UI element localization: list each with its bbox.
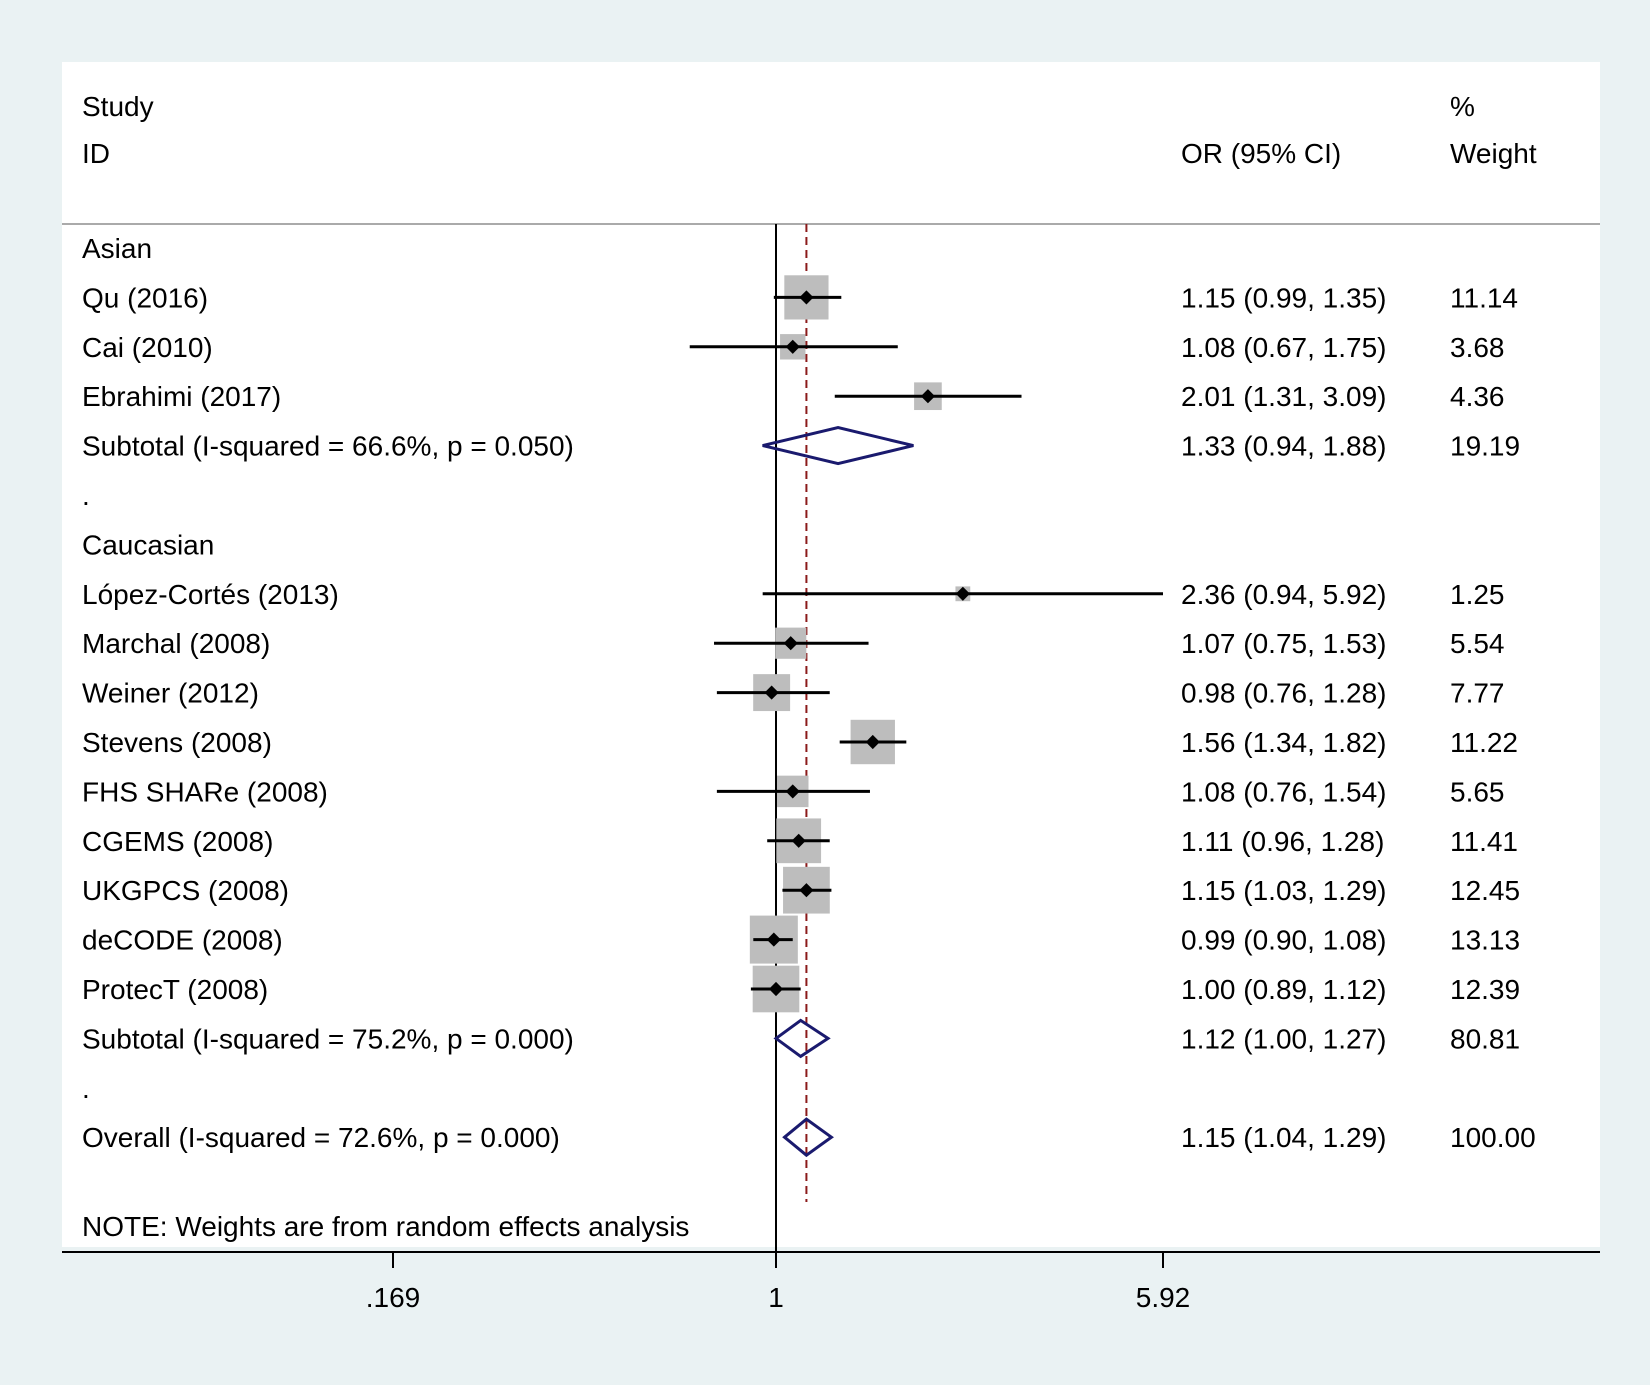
- row-ci: 1.15 (0.99, 1.35): [1181, 282, 1386, 313]
- row-study: UKGPCS (2008) 1.15 (1.03, 1.29) 12.45: [82, 875, 1520, 906]
- row-weight: 11.41: [1450, 826, 1518, 857]
- row-ci: 1.08 (0.76, 1.54): [1181, 776, 1386, 807]
- row-study: López-Cortés (2013) 2.36 (0.94, 5.92) 1.25: [82, 579, 1505, 610]
- plot-panel: Study ID OR (95% CI) % Weight Asian Qu (2…: [62, 62, 1600, 1313]
- row-study: ProtecT (2008) 1.00 (0.89, 1.12) 12.39: [82, 974, 1520, 1005]
- x-axis: .169 1 5.92: [62, 1251, 1600, 1313]
- point-estimate: [764, 685, 779, 700]
- header-study: Study: [82, 91, 154, 122]
- header-id: ID: [82, 138, 110, 169]
- row-study: Qu (2016) 1.15 (0.99, 1.35) 11.14: [82, 282, 1518, 313]
- row-weight: 100.00: [1450, 1122, 1536, 1153]
- row-weight: 1.25: [1450, 579, 1505, 610]
- row-ci: 2.36 (0.94, 5.92): [1181, 579, 1386, 610]
- row-study: Stevens (2008) 1.56 (1.34, 1.82) 11.22: [82, 727, 1518, 758]
- row-study: Cai (2010) 1.08 (0.67, 1.75) 3.68: [82, 332, 1505, 363]
- row-ci: 1.56 (1.34, 1.82): [1181, 727, 1386, 758]
- marks: [689, 224, 1163, 1252]
- rows: Asian Qu (2016) 1.15 (0.99, 1.35) 11.14 Cai …: [82, 233, 1536, 1153]
- point-estimate: [766, 932, 781, 947]
- point-estimate: [865, 734, 880, 750]
- row-ci: 1.33 (0.94, 1.88): [1181, 431, 1386, 462]
- note: NOTE: Weights are from random effects an…: [82, 1211, 689, 1242]
- table-header: Study ID OR (95% CI) % Weight: [82, 91, 1537, 169]
- row-study: Weiner (2012) 0.98 (0.76, 1.28) 7.77: [82, 678, 1505, 709]
- row-label: deCODE (2008): [82, 925, 283, 956]
- point-estimate: [955, 586, 970, 601]
- row-label: FHS SHARe (2008): [82, 776, 328, 807]
- point-estimate: [920, 389, 935, 404]
- row-label: .: [82, 1073, 90, 1104]
- row-overall: Overall (I-squared = 72.6%, p = 0.000) 1.…: [82, 1122, 1536, 1153]
- row-weight: 12.45: [1450, 875, 1520, 906]
- row-label: Ebrahimi (2017): [82, 381, 281, 412]
- row-study: Ebrahimi (2017) 2.01 (1.31, 3.09) 4.36: [82, 381, 1505, 412]
- point-estimate: [799, 290, 814, 305]
- x-tick-label: 5.92: [1136, 1282, 1191, 1313]
- row-weight: 7.77: [1450, 678, 1505, 709]
- subtotal-diamond: [762, 426, 914, 466]
- row-group: Asian: [82, 233, 152, 264]
- row-label: UKGPCS (2008): [82, 875, 289, 906]
- row-group: Caucasian: [82, 529, 214, 560]
- row-study: CGEMS (2008) 1.11 (0.96, 1.28) 11.41: [82, 826, 1518, 857]
- row-label: Caucasian: [82, 529, 214, 560]
- row-ci: 1.11 (0.96, 1.28): [1181, 826, 1384, 857]
- row-weight: 13.13: [1450, 925, 1520, 956]
- point-estimate: [799, 883, 814, 898]
- row-spacer: .: [82, 1073, 90, 1104]
- row-study: deCODE (2008) 0.99 (0.90, 1.08) 13.13: [82, 925, 1520, 956]
- row-label: .: [82, 480, 90, 511]
- row-weight: 3.68: [1450, 332, 1505, 363]
- x-tick-label: .169: [366, 1282, 421, 1313]
- row-weight: 12.39: [1450, 974, 1520, 1005]
- row-ci: 1.00 (0.89, 1.12): [1181, 974, 1386, 1005]
- row-weight: 80.81: [1450, 1023, 1520, 1054]
- row-weight: 19.19: [1450, 431, 1520, 462]
- row-weight: 11.14: [1450, 282, 1518, 313]
- subtotal-diamond: [773, 1018, 831, 1059]
- point-estimate: [768, 981, 784, 997]
- row-weight: 5.54: [1450, 628, 1505, 659]
- row-weight: 11.22: [1450, 727, 1518, 758]
- row-study: FHS SHARe (2008) 1.08 (0.76, 1.54) 5.65: [82, 776, 1505, 807]
- row-ci: 1.08 (0.67, 1.75): [1181, 332, 1386, 363]
- row-label: ProtecT (2008): [82, 974, 268, 1005]
- row-ci: 1.15 (1.03, 1.29): [1181, 875, 1386, 906]
- row-subtotal: Subtotal (I-squared = 66.6%, p = 0.050) 1…: [82, 431, 1520, 462]
- row-label: Marchal (2008): [82, 628, 270, 659]
- row-label: Stevens (2008): [82, 727, 272, 758]
- row-weight: 4.36: [1450, 381, 1505, 412]
- row-label: Subtotal (I-squared = 66.6%, p = 0.050): [82, 431, 574, 462]
- row-label: Weiner (2012): [82, 678, 259, 709]
- x-tick-label: 1: [768, 1282, 784, 1313]
- forest-plot: Study ID OR (95% CI) % Weight Asian Qu (2…: [62, 91, 1600, 1313]
- row-weight: 5.65: [1450, 776, 1505, 807]
- row-ci: 0.99 (0.90, 1.08): [1181, 925, 1386, 956]
- point-estimate: [785, 784, 800, 799]
- point-estimate: [791, 833, 806, 848]
- row-ci: 1.15 (1.04, 1.29): [1181, 1122, 1386, 1153]
- row-label: López-Cortés (2013): [82, 579, 339, 610]
- header-weight: Weight: [1450, 138, 1537, 169]
- row-ci: 0.98 (0.76, 1.28): [1181, 678, 1386, 709]
- point-estimate: [783, 636, 798, 651]
- row-ci: 1.07 (0.75, 1.53): [1181, 628, 1386, 659]
- row-label: Qu (2016): [82, 282, 208, 313]
- row-study: Marchal (2008) 1.07 (0.75, 1.53) 5.54: [82, 628, 1505, 659]
- row-ci: 1.12 (1.00, 1.27): [1181, 1023, 1386, 1054]
- overall-diamond: [782, 1117, 834, 1158]
- row-label: Asian: [82, 233, 152, 264]
- row-label: CGEMS (2008): [82, 826, 273, 857]
- row-ci: 2.01 (1.31, 3.09): [1181, 381, 1386, 412]
- header-percent: %: [1450, 91, 1475, 122]
- row-spacer: .: [82, 480, 90, 511]
- header-or-ci: OR (95% CI): [1181, 138, 1341, 169]
- row-label: Subtotal (I-squared = 75.2%, p = 0.000): [82, 1023, 574, 1054]
- row-label: Cai (2010): [82, 332, 213, 363]
- point-estimate: [785, 339, 800, 354]
- row-label: Overall (I-squared = 72.6%, p = 0.000): [82, 1122, 560, 1153]
- row-subtotal: Subtotal (I-squared = 75.2%, p = 0.000) 1…: [82, 1023, 1520, 1054]
